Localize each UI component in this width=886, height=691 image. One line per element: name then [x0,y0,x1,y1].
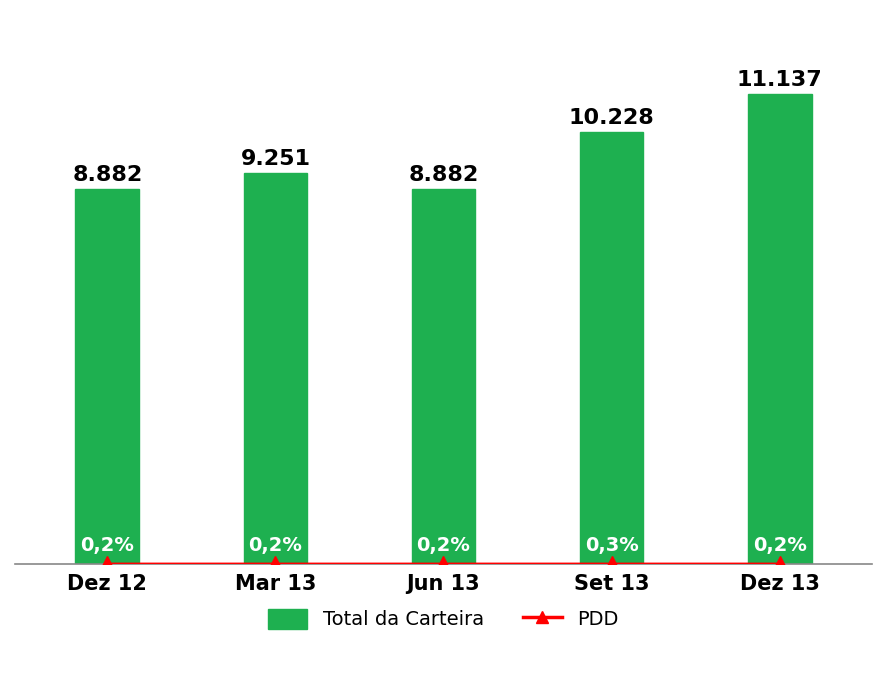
Text: 8.882: 8.882 [408,165,478,184]
Bar [244,173,307,565]
Text: 10.228: 10.228 [568,108,654,128]
Text: 0,2%: 0,2% [248,536,302,555]
Bar [411,189,475,565]
Text: 0,2%: 0,2% [416,536,470,555]
Text: 0,3%: 0,3% [584,536,638,555]
Bar [747,94,811,565]
Text: 0,2%: 0,2% [752,536,805,555]
Text: 11.137: 11.137 [736,70,821,90]
Legend: Total da Carteira, PDD: Total da Carteira, PDD [260,601,626,637]
Text: 8.882: 8.882 [73,165,143,184]
Text: 9.251: 9.251 [240,149,310,169]
Bar [579,132,642,565]
Bar [75,189,139,565]
Text: 0,2%: 0,2% [81,536,134,555]
